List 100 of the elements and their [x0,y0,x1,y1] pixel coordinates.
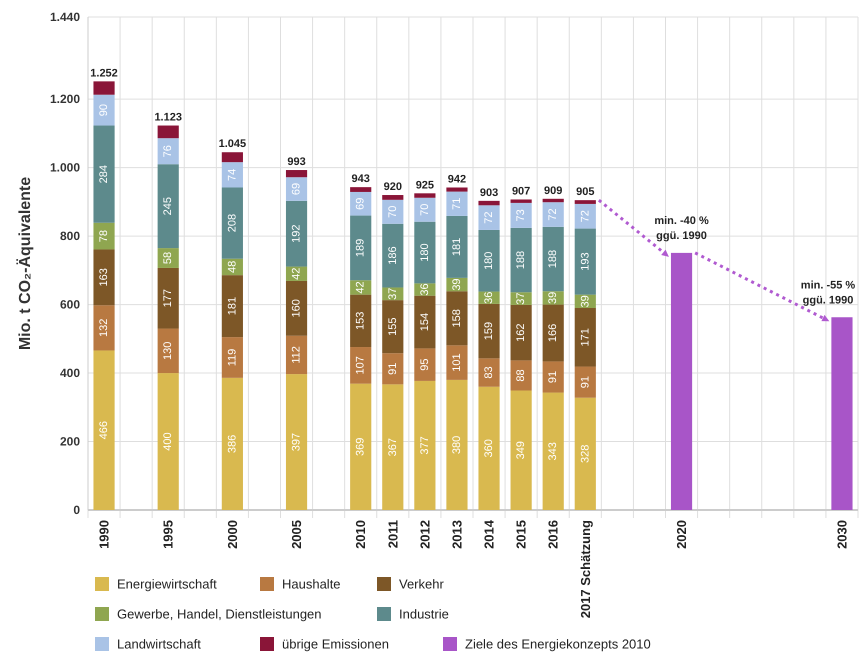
annotation: min. -40 % ggü. 1990 [654,214,709,242]
data-label: 192 [290,224,303,243]
data-label: 70 [386,206,399,218]
data-label: 36 [483,292,496,304]
bar [478,358,500,387]
x-tick-label: 1995 [160,520,176,549]
data-label: 386 [226,434,238,454]
data-label: 284 [98,164,110,184]
data-label: 72 [483,212,496,224]
total-label: 920 [384,181,402,194]
data-label: 208 [226,214,238,232]
data-label: 159 [483,322,496,340]
data-label: 163 [98,268,110,287]
bar [478,386,500,510]
data-label: 91 [547,370,560,384]
data-label: 58 [162,252,174,264]
bar [382,300,404,354]
bar [93,94,115,126]
data-label: 171 [579,328,592,346]
data-label: 154 [418,312,431,332]
data-label: 162 [515,323,528,342]
bar [93,305,115,350]
total-label: 993 [287,156,306,168]
y-tick-label: 1.000 [50,160,80,175]
bar [446,380,468,510]
bar [670,252,692,510]
data-label: 71 [450,198,463,210]
legend-label: Haushalte [282,576,341,592]
data-label: 166 [547,324,560,342]
total-label: 907 [512,185,530,198]
legend-label: Industrie [399,606,449,622]
bar [93,126,115,223]
bar [414,348,436,381]
bar [222,187,243,259]
bar [478,205,500,230]
x-tick-label: 2012 [417,520,432,549]
bar [382,195,404,200]
x-tick-label: 2013 [449,520,464,549]
data-label: 36 [418,283,431,296]
legend-label: Gewerbe, Handel, Dienstleistungen [117,606,322,622]
data-label: 72 [579,210,592,222]
bar [542,361,564,393]
bar [158,328,179,374]
legend-label: Landwirtschaft [117,636,202,652]
total-label: 905 [576,186,594,198]
bar [222,162,243,188]
total-label: 942 [448,173,466,186]
bar [158,138,179,164]
y-axis-title: Mio. t CO₂-Äquivalente [16,176,34,350]
x-tick-label: 2030 [834,520,850,549]
data-label: 39 [547,292,560,304]
data-label: 397 [290,432,303,452]
bar [542,304,564,362]
data-label: 90 [98,104,110,116]
y-tick-label: 1.200 [50,92,80,106]
total-label: 903 [480,186,498,199]
bar [574,228,596,295]
bar [93,81,115,95]
data-label: 189 [354,238,367,258]
data-label: 343 [547,442,560,460]
bar [414,193,436,198]
bar [414,296,436,348]
bar [222,275,243,338]
bar [350,187,372,192]
data-label: 180 [418,243,431,262]
bar [286,280,308,336]
x-tick-label: 2005 [289,520,304,549]
data-label: 380 [450,436,463,454]
bar [286,336,308,374]
data-label: 369 [354,438,367,456]
x-tick-label: 1990 [96,520,112,549]
x-tick-label: 2011 [385,520,400,548]
data-label: 328 [579,444,592,464]
legend-label: Energiewirtschaft [117,576,218,592]
y-tick-label: 200 [60,434,80,449]
bar [446,187,468,192]
y-tick-label: 800 [60,229,80,244]
data-label: 70 [418,204,431,216]
data-label: 91 [386,362,399,375]
bar [574,308,596,367]
bar [222,152,243,162]
x-tick-label: 2020 [674,520,690,549]
data-label: 188 [547,250,560,268]
x-tick-label: 2014 [482,519,497,549]
bar [414,222,436,284]
bar [446,192,468,216]
bar [93,350,115,510]
bar [93,249,115,306]
data-label: 466 [98,421,110,440]
data-label: 39 [450,278,463,291]
x-tick-label: 2000 [224,520,240,549]
data-label: 377 [418,436,431,455]
data-label: 39 [579,295,592,308]
bar [542,392,564,510]
bar [574,204,596,229]
data-label: 73 [515,209,528,222]
data-label: 349 [515,441,528,460]
data-label: 42 [290,268,303,280]
bar [382,224,404,288]
data-label: 48 [226,260,238,274]
